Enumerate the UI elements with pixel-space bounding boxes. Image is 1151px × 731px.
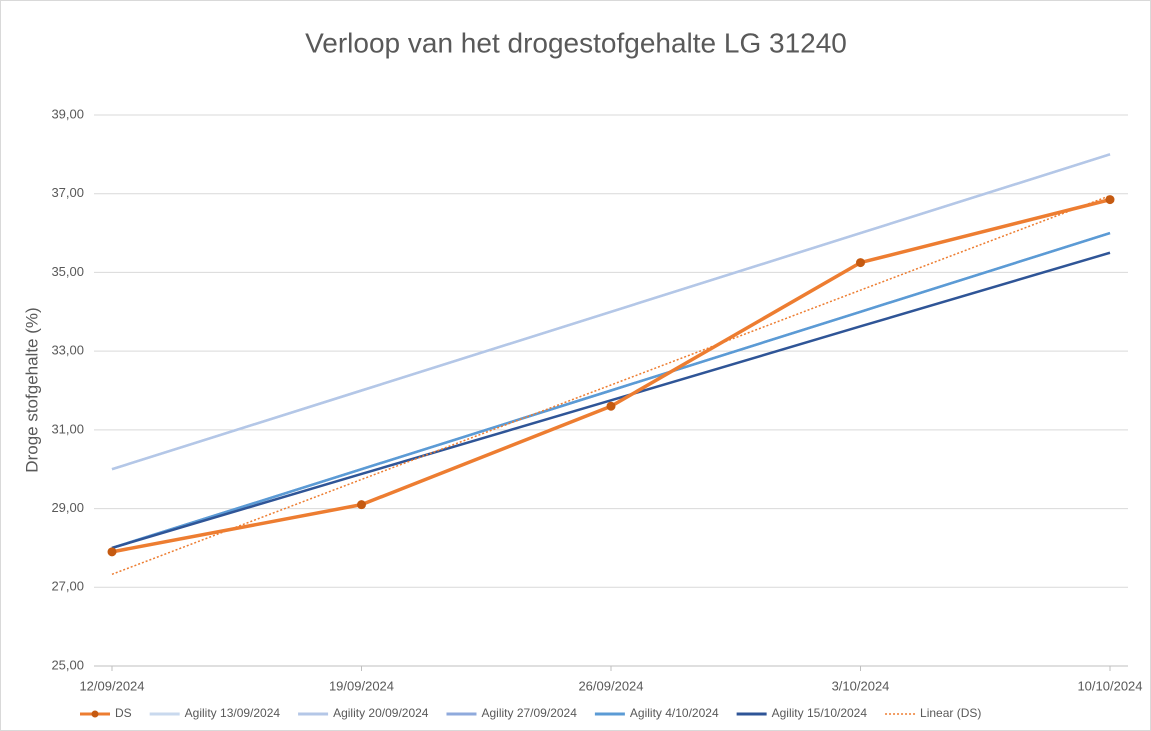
x-tick-label: 19/09/2024 <box>329 678 394 693</box>
x-tick-label: 12/09/2024 <box>79 678 144 693</box>
y-tick-label: 33,00 <box>51 343 84 358</box>
y-tick-label: 37,00 <box>51 185 84 200</box>
legend-label: DS <box>115 706 132 720</box>
y-tick-label: 39,00 <box>51 106 84 121</box>
y-axis-title: Droge stofgehalte (%) <box>22 307 41 472</box>
legend-marker <box>91 710 99 718</box>
y-tick-label: 35,00 <box>51 264 84 279</box>
x-tick-label: 3/10/2024 <box>832 678 890 693</box>
data-point <box>357 500 366 510</box>
y-tick-label: 27,00 <box>51 579 84 594</box>
legend-label: Agility 20/09/2024 <box>333 706 429 720</box>
x-tick-label: 10/10/2024 <box>1077 678 1142 693</box>
legend-label: Agility 4/10/2024 <box>630 706 719 720</box>
x-tick-label: 26/09/2024 <box>578 678 643 693</box>
chart-title: Verloop van het drogestofgehalte LG 3124… <box>305 27 847 58</box>
data-point <box>1105 195 1115 205</box>
legend-label: Linear (DS) <box>920 706 981 720</box>
legend-label: Agility 27/09/2024 <box>481 706 577 720</box>
legend-label: Agility 13/09/2024 <box>185 706 281 720</box>
y-tick-label: 29,00 <box>51 500 84 515</box>
y-tick-label: 31,00 <box>51 421 84 436</box>
data-point <box>107 547 117 557</box>
series-line <box>111 231 1111 550</box>
series-line <box>111 251 1111 550</box>
series-line <box>111 194 1111 575</box>
y-tick-label: 25,00 <box>51 657 84 672</box>
series-line <box>111 153 1111 471</box>
data-point <box>606 401 616 411</box>
legend-label: Agility 15/10/2024 <box>772 706 868 720</box>
data-point <box>856 258 865 268</box>
